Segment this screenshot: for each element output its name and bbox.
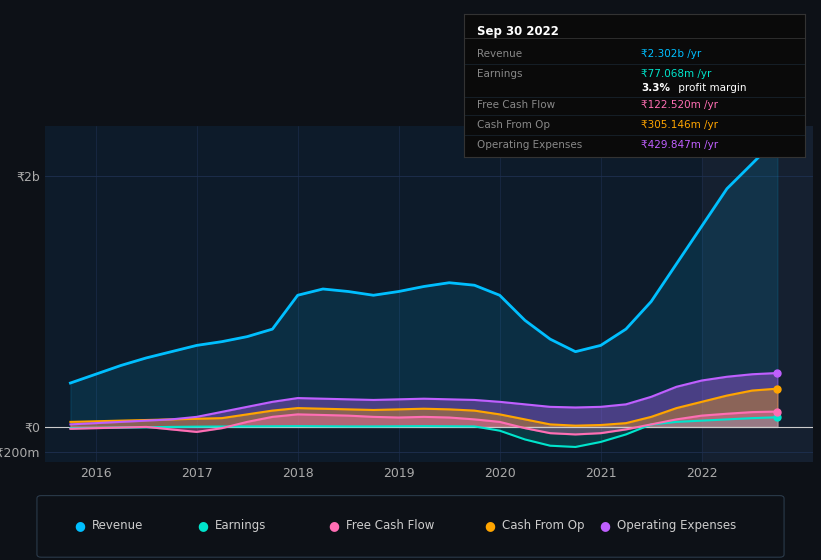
Text: Operating Expenses: Operating Expenses	[617, 519, 736, 532]
Text: Operating Expenses: Operating Expenses	[478, 141, 583, 151]
Text: Earnings: Earnings	[215, 519, 267, 532]
Bar	[702, 126, 813, 462]
Point	[771, 407, 784, 416]
Text: ₹122.520m /yr: ₹122.520m /yr	[641, 100, 718, 110]
Text: Revenue: Revenue	[92, 519, 144, 532]
Text: ₹429.847m /yr: ₹429.847m /yr	[641, 141, 718, 151]
Point	[771, 413, 784, 422]
Text: ₹77.068m /yr: ₹77.068m /yr	[641, 69, 712, 79]
Text: Cash From Op: Cash From Op	[478, 120, 551, 130]
Text: ●: ●	[599, 519, 610, 532]
Text: Free Cash Flow: Free Cash Flow	[478, 100, 556, 110]
Text: ₹305.146m /yr: ₹305.146m /yr	[641, 120, 718, 130]
Text: 3.3%: 3.3%	[641, 83, 670, 94]
Text: ₹2.302b /yr: ₹2.302b /yr	[641, 49, 701, 59]
Text: Earnings: Earnings	[478, 69, 523, 79]
Text: Revenue: Revenue	[478, 49, 523, 59]
Text: ●: ●	[484, 519, 495, 532]
Text: ●: ●	[328, 519, 339, 532]
Point	[771, 368, 784, 377]
Text: Cash From Op: Cash From Op	[502, 519, 585, 532]
Text: ●: ●	[74, 519, 85, 532]
Point	[771, 134, 784, 143]
Text: Sep 30 2022: Sep 30 2022	[478, 25, 559, 39]
Text: ●: ●	[197, 519, 208, 532]
Text: Free Cash Flow: Free Cash Flow	[346, 519, 435, 532]
Point	[771, 384, 784, 393]
Text: profit margin: profit margin	[675, 83, 746, 94]
